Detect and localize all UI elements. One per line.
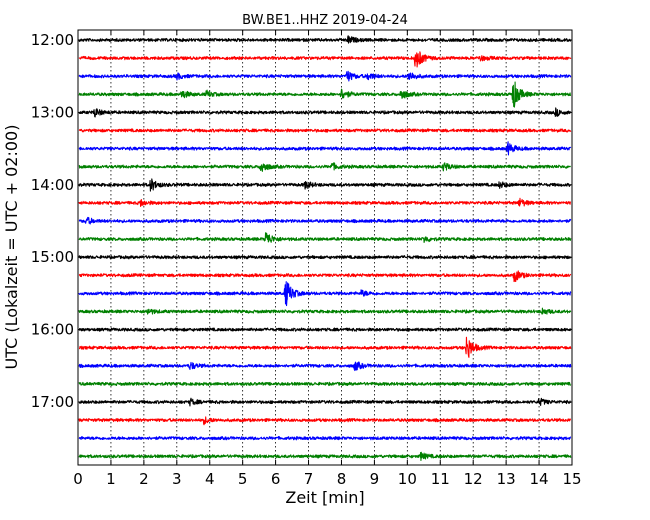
x-tick-label: 8 xyxy=(337,470,347,488)
seismogram-trace-1345 xyxy=(78,162,571,172)
seismogram-trace-1515 xyxy=(78,270,572,283)
grid-lines xyxy=(110,30,540,465)
y-tick-label: 13:00 xyxy=(31,103,74,121)
seismogram-trace-1330 xyxy=(78,141,572,156)
x-tick-label: 15 xyxy=(562,470,581,488)
x-tick-label: 11 xyxy=(431,470,450,488)
seismogram-trace-1700 xyxy=(78,397,571,407)
y-tick-label: 12:00 xyxy=(31,31,74,49)
x-tick-label: 1 xyxy=(106,470,116,488)
seismogram-trace-1645 xyxy=(78,381,572,387)
x-tick-label: 12 xyxy=(464,470,483,488)
seismogram-trace-1530 xyxy=(78,281,572,307)
x-tick-label: 10 xyxy=(398,470,417,488)
x-tick-label: 6 xyxy=(271,470,281,488)
seismogram-trace-1600 xyxy=(78,327,572,332)
seismogram-trace-1715 xyxy=(78,416,572,426)
x-tick-label: 3 xyxy=(172,470,182,488)
seismogram-trace-1230 xyxy=(78,70,572,82)
trace-group xyxy=(78,35,572,461)
seismogram-trace-1200 xyxy=(78,35,572,44)
axis-ticks: 0 1 2 3 4 5 6 7 8 9 10 11 12 13 14 1512:0013:0014:0015:… xyxy=(31,30,582,488)
plot-frame xyxy=(77,29,573,466)
seismogram-trace-1445 xyxy=(78,232,572,244)
x-axis-label: Zeit [min] xyxy=(285,488,364,507)
y-axis-label: UTC (Lokalzeit = UTC + 02:00) xyxy=(2,125,21,370)
seismogram-trace-1500 xyxy=(78,255,572,260)
y-tick-label: 15:00 xyxy=(31,248,74,266)
x-tick-label: 2 xyxy=(139,470,149,488)
seismogram-trace-1615 xyxy=(78,336,572,358)
x-tick-label: 7 xyxy=(304,470,314,488)
x-tick-label: 14 xyxy=(530,470,549,488)
seismogram-trace-1415 xyxy=(78,197,571,207)
seismogram-trace-1630 xyxy=(78,361,572,372)
chart-title: BW.BE1..HHZ 2019-04-24 xyxy=(242,13,408,28)
y-tick-label: 17:00 xyxy=(31,393,74,411)
x-tick-label: 13 xyxy=(497,470,516,488)
seismogram-trace-1745 xyxy=(78,451,572,461)
seismogram-trace-1730 xyxy=(78,435,572,441)
seismogram-trace-1400 xyxy=(78,178,572,192)
y-tick-label: 14:00 xyxy=(31,176,74,194)
seismogram-trace-1215 xyxy=(78,51,572,68)
seismogram-trace-1545 xyxy=(78,307,572,315)
seismogram-trace-1245 xyxy=(78,81,572,108)
seismogram-trace-1315 xyxy=(78,128,572,133)
x-tick-label: 4 xyxy=(205,470,215,488)
y-tick-label: 16:00 xyxy=(31,321,74,339)
x-tick-label: 5 xyxy=(238,470,248,488)
seismogram-trace-1300 xyxy=(78,107,572,118)
x-tick-label: 9 xyxy=(370,470,380,488)
seismogram-trace-1430 xyxy=(78,216,572,225)
x-tick-label: 0 xyxy=(73,470,83,488)
